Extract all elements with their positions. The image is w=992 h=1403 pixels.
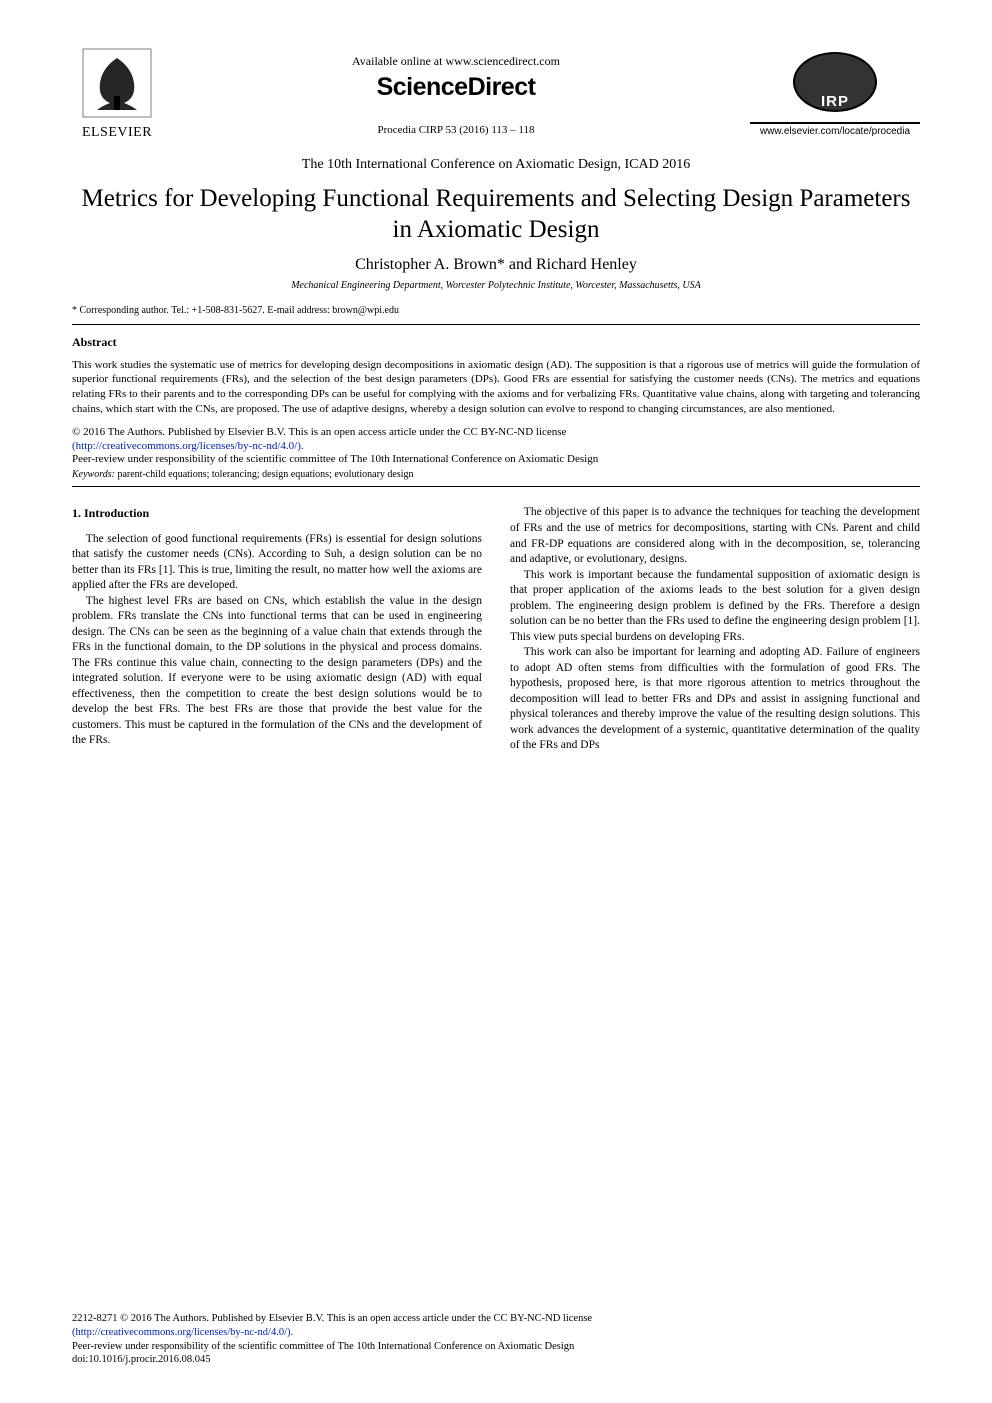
intro-left-p1: The selection of good functional require…: [72, 532, 482, 594]
elsevier-label: ELSEVIER: [72, 125, 162, 141]
procedia-citation: Procedia CIRP 53 (2016) 113 – 118: [162, 124, 750, 136]
right-column: The objective of this paper is to advanc…: [510, 505, 920, 753]
rule-above-abstract: [72, 324, 920, 325]
license-line1: © 2016 The Authors. Published by Elsevie…: [72, 426, 566, 438]
left-column: 1. Introduction The selection of good fu…: [72, 505, 482, 753]
rule-below-keywords: [72, 486, 920, 487]
elsevier-logo-block: ELSEVIER: [72, 48, 162, 141]
keywords-line: Keywords: parent-child equations; tolera…: [72, 469, 920, 480]
intro-right-p3: This work can also be important for lear…: [510, 645, 920, 754]
keywords-text: parent-child equations; tolerancing; des…: [115, 469, 414, 480]
intro-left-p2: The highest level FRs are based on CNs, …: [72, 594, 482, 749]
footer-peer: Peer-review under responsibility of the …: [72, 1341, 574, 1352]
cirp-logo-icon: IRP: [793, 48, 877, 116]
available-online: Available online at www.sciencedirect.co…: [162, 54, 750, 69]
cirp-text: IRP: [793, 93, 877, 110]
elsevier-tree-icon: [82, 48, 152, 118]
abstract-heading: Abstract: [72, 335, 920, 350]
page-footer: 2212-8271 © 2016 The Authors. Published …: [72, 1312, 920, 1367]
license-block: © 2016 The Authors. Published by Elsevie…: [72, 425, 920, 454]
conference-name: The 10th International Conference on Axi…: [72, 157, 920, 173]
peer-review-line: Peer-review under responsibility of the …: [72, 453, 920, 465]
page-header: ELSEVIER Available online at www.science…: [72, 48, 920, 141]
corresponding-author: * Corresponding author. Tel.: +1-508-831…: [72, 305, 920, 316]
authors: Christopher A. Brown* and Richard Henley: [72, 256, 920, 274]
intro-right-p2: This work is important because the funda…: [510, 568, 920, 646]
cirp-logo-block: IRP www.elsevier.com/locate/procedia: [750, 48, 920, 137]
affiliation: Mechanical Engineering Department, Worce…: [72, 280, 920, 291]
footer-license-link[interactable]: (http://creativecommons.org/licenses/by-…: [72, 1327, 293, 1338]
license-link[interactable]: (http://creativecommons.org/licenses/by-…: [72, 440, 304, 452]
introduction-heading: 1. Introduction: [72, 505, 482, 521]
footer-issn: 2212-8271 © 2016 The Authors. Published …: [72, 1313, 592, 1324]
locate-url: www.elsevier.com/locate/procedia: [750, 126, 920, 137]
intro-right-p1: The objective of this paper is to advanc…: [510, 505, 920, 567]
paper-title: Metrics for Developing Functional Requir…: [72, 183, 920, 246]
sciencedirect-logo: ScienceDirect: [162, 73, 750, 102]
body-columns: 1. Introduction The selection of good fu…: [72, 505, 920, 753]
abstract-text: This work studies the systematic use of …: [72, 358, 920, 417]
keywords-label: Keywords:: [72, 469, 115, 480]
footer-doi: doi:10.1016/j.procir.2016.08.045: [72, 1354, 211, 1365]
header-center: Available online at www.sciencedirect.co…: [162, 48, 750, 136]
